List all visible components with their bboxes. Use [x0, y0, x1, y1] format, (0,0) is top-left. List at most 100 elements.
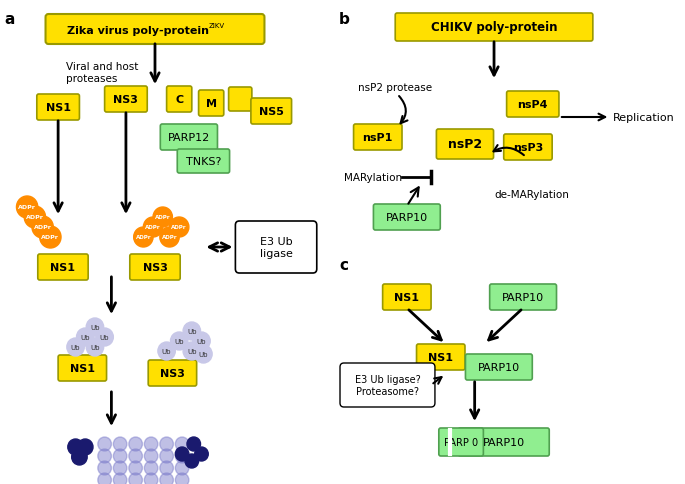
Circle shape	[160, 461, 173, 475]
Text: Ub: Ub	[175, 338, 184, 344]
FancyBboxPatch shape	[105, 87, 147, 113]
Text: NS1: NS1	[70, 363, 95, 373]
Text: ZIKV: ZIKV	[208, 23, 225, 29]
Circle shape	[129, 449, 142, 463]
Text: Ub: Ub	[90, 344, 100, 350]
Text: nsP4: nsP4	[518, 100, 548, 110]
Circle shape	[171, 333, 188, 350]
Text: nsP1: nsP1	[362, 133, 393, 143]
Text: PARP10: PARP10	[478, 362, 520, 372]
Circle shape	[113, 437, 127, 451]
Text: a: a	[5, 12, 15, 27]
Text: PARP10: PARP10	[386, 212, 428, 223]
Text: Ub: Ub	[90, 324, 100, 330]
FancyBboxPatch shape	[251, 99, 292, 125]
FancyBboxPatch shape	[436, 130, 494, 160]
Text: PARP10: PARP10	[483, 437, 525, 447]
FancyBboxPatch shape	[199, 91, 224, 117]
Text: NS1: NS1	[46, 103, 71, 113]
Circle shape	[145, 461, 158, 475]
FancyBboxPatch shape	[37, 95, 79, 121]
Circle shape	[183, 322, 201, 340]
Circle shape	[113, 473, 127, 484]
Circle shape	[183, 342, 201, 360]
Circle shape	[175, 437, 189, 451]
FancyBboxPatch shape	[236, 222, 316, 273]
Circle shape	[145, 473, 158, 484]
Text: CHIKV poly-protein: CHIKV poly-protein	[431, 21, 558, 34]
Text: Replication: Replication	[613, 113, 675, 123]
Circle shape	[72, 449, 87, 465]
Text: PARP 0: PARP 0	[444, 437, 478, 447]
Text: C: C	[175, 95, 184, 105]
Text: ADPr: ADPr	[162, 235, 177, 240]
Text: M: M	[206, 99, 216, 109]
Text: TNKS?: TNKS?	[186, 157, 221, 166]
FancyArrowPatch shape	[399, 97, 408, 124]
Circle shape	[145, 449, 158, 463]
Circle shape	[175, 449, 189, 463]
Circle shape	[86, 318, 103, 336]
Text: NS3: NS3	[160, 368, 185, 378]
Text: ADPr: ADPr	[26, 215, 44, 220]
FancyBboxPatch shape	[439, 428, 484, 456]
Circle shape	[98, 473, 112, 484]
Text: c: c	[339, 257, 348, 272]
Text: Viral and host
proteases: Viral and host proteases	[66, 62, 138, 83]
Circle shape	[67, 338, 84, 356]
Circle shape	[98, 461, 112, 475]
Circle shape	[195, 447, 208, 461]
FancyBboxPatch shape	[373, 205, 440, 230]
FancyArrowPatch shape	[493, 146, 524, 156]
Circle shape	[143, 217, 163, 238]
Circle shape	[24, 207, 45, 228]
FancyBboxPatch shape	[353, 125, 402, 151]
Text: ADPr: ADPr	[171, 225, 187, 230]
Text: ADPr: ADPr	[155, 215, 171, 220]
Circle shape	[77, 328, 94, 346]
Text: b: b	[339, 12, 350, 27]
Circle shape	[98, 437, 112, 451]
Text: PARP12: PARP12	[168, 133, 210, 143]
FancyBboxPatch shape	[490, 285, 556, 310]
Text: ADPr: ADPr	[18, 205, 36, 210]
Text: ADPr: ADPr	[34, 225, 51, 230]
FancyBboxPatch shape	[395, 14, 593, 42]
Text: Zika virus poly-protein: Zika virus poly-protein	[66, 26, 208, 36]
Text: Ub: Ub	[71, 344, 80, 350]
Text: NS1: NS1	[428, 352, 453, 362]
Circle shape	[96, 328, 113, 346]
FancyBboxPatch shape	[38, 255, 88, 280]
Text: ADPr: ADPr	[136, 235, 151, 240]
Circle shape	[113, 449, 127, 463]
Circle shape	[134, 227, 153, 247]
Text: Ub: Ub	[197, 338, 206, 344]
Circle shape	[129, 461, 142, 475]
Circle shape	[16, 197, 38, 219]
Text: NS1: NS1	[51, 262, 75, 272]
Circle shape	[153, 208, 173, 227]
Circle shape	[86, 338, 103, 356]
Circle shape	[113, 461, 127, 475]
Text: nsP2 protease: nsP2 protease	[358, 83, 432, 93]
Text: Ub: Ub	[199, 351, 208, 357]
Text: nsP3: nsP3	[513, 143, 543, 152]
FancyBboxPatch shape	[383, 285, 431, 310]
FancyBboxPatch shape	[507, 92, 559, 118]
Circle shape	[158, 342, 175, 360]
Text: NS5: NS5	[259, 107, 284, 117]
FancyBboxPatch shape	[166, 87, 192, 113]
Text: E3 Ub
ligase: E3 Ub ligase	[260, 237, 292, 258]
Circle shape	[175, 447, 189, 461]
Circle shape	[195, 345, 212, 363]
Circle shape	[40, 227, 61, 248]
FancyBboxPatch shape	[229, 88, 252, 112]
Circle shape	[175, 461, 189, 475]
Circle shape	[77, 439, 93, 455]
FancyBboxPatch shape	[503, 135, 552, 161]
FancyBboxPatch shape	[160, 125, 217, 151]
Text: Ub: Ub	[162, 348, 171, 354]
Circle shape	[187, 437, 201, 451]
Circle shape	[192, 333, 210, 350]
Circle shape	[185, 454, 199, 468]
